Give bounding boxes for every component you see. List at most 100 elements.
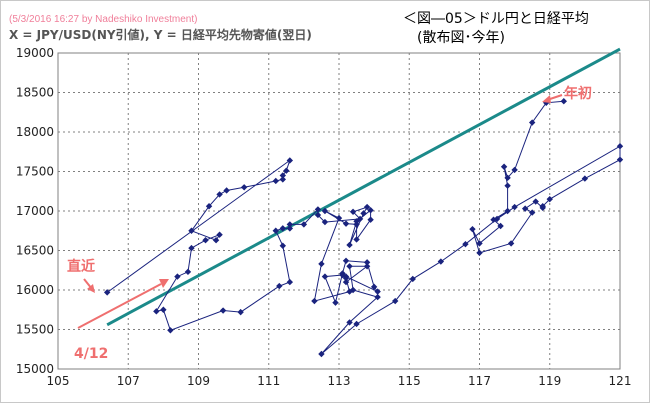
data-point [286,221,294,228]
data-point [346,288,353,295]
annotation-recent: 直近 [67,258,95,293]
data-point [543,99,550,106]
data-point [356,215,364,223]
data-point [392,297,399,305]
trendline [106,47,621,327]
data-point [342,278,350,286]
x-tick-label: 115 [398,374,421,388]
data-point [504,207,511,215]
data-point [500,163,508,170]
data-point [314,206,322,213]
y-tick-label: 18000 [16,125,54,139]
data-point [349,208,357,215]
data-point [216,191,223,198]
arrow-date-line [77,283,162,329]
data-point [521,205,529,212]
data-point [504,182,511,189]
data-point [616,143,624,150]
data-point [153,308,160,315]
data-point [528,209,536,216]
data-point [462,240,469,248]
data-point [370,283,378,291]
data-point [346,319,353,326]
data-point [318,350,325,358]
data-point [272,227,279,234]
data-point [493,215,501,223]
data-point [311,297,318,305]
data-point [339,271,346,279]
data-point [216,231,223,238]
label-year-start: 年初 [564,85,592,102]
data-point [314,211,322,219]
data-point [353,320,360,328]
source-note: (5/3/2016 16:27 by Nadeshiko Investment) [9,14,197,25]
data-point [276,282,283,290]
data-point [286,157,294,164]
x-tick-label: 117 [468,374,491,388]
data-point [469,225,476,233]
arrow-date-head [159,279,169,288]
label-date: 4/12 [74,346,108,362]
y-axis: 15000 15500 16000 16500 17000 17500 18000 18500… [16,46,54,376]
data-point [279,225,286,232]
y-tick-label: 19000 [16,46,54,60]
annotation-date: 4/12 [74,279,169,362]
data-point [367,207,374,214]
series-layer [103,97,624,358]
data-point [174,273,181,280]
data-point [335,214,343,222]
data-point [363,259,371,266]
data-point [279,172,286,179]
data-point [300,221,308,228]
y-tick-label: 15500 [16,323,54,337]
data-point [367,216,374,223]
data-point [497,222,504,230]
data-point [321,218,329,226]
data-point [511,166,518,174]
x-tick-label: 111 [257,374,280,388]
data-point [272,177,279,185]
data-point [616,156,624,163]
axis-description: X = JPY/USD(NY引値), Y = 日経平均先物寄値(翌日) [9,27,312,42]
data-point [504,174,511,182]
data-point [321,273,329,280]
y-tick-label: 16000 [16,283,54,297]
data-point [188,227,195,234]
data-point [346,241,353,249]
x-tick-label: 119 [538,374,561,388]
x-axis: 105 107 109 111 113 115 117 119 121 [47,374,632,388]
data-point [240,184,248,191]
data-point [360,210,367,217]
y-tick-label: 16500 [16,244,54,258]
data-point [342,220,350,227]
x-tick-label: 121 [609,374,632,388]
data-point [581,175,589,182]
data-point [103,289,111,296]
data-point [279,176,286,183]
data-point [437,258,445,265]
data-point [286,225,294,232]
data-point [374,288,381,295]
trendline-layer [106,47,621,327]
data-point [374,293,381,301]
chart-title-line2: (散布図･今年) [417,30,505,46]
data-point [202,237,209,244]
data-point [318,260,325,268]
annotation-year-start: 年初 [542,85,592,103]
data-point [476,240,483,247]
arrow-year-start-head [542,95,551,103]
data-point [219,307,227,314]
data-point [332,299,339,306]
x-tick-label: 105 [47,374,70,388]
data-point [353,236,360,243]
data-point [511,203,518,211]
data-point [184,268,192,276]
data-point [528,119,536,126]
data-point [237,308,244,316]
x-tick-label: 107 [117,374,140,388]
data-point [342,274,350,282]
data-point [342,257,350,264]
y-tick-label: 18500 [16,86,54,100]
data-point [283,167,290,174]
